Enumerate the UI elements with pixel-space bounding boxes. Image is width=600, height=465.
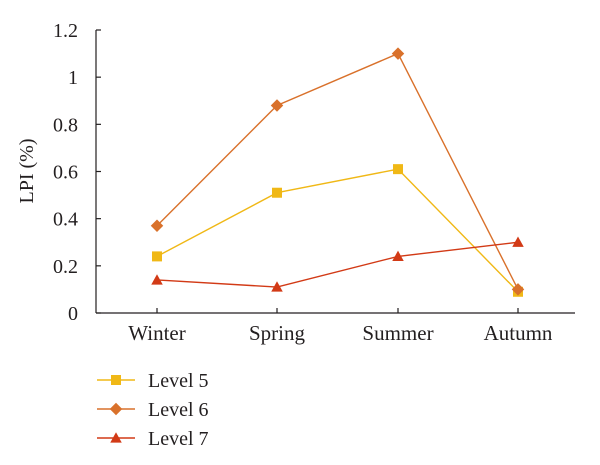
- y-tick-label: 0.8: [53, 114, 78, 136]
- triangle-marker: [271, 281, 283, 292]
- legend-item: Level 7: [97, 428, 209, 450]
- diamond-marker: [511, 283, 525, 296]
- series-line: [156, 241, 519, 288]
- series-2: [150, 47, 525, 296]
- series-line: [156, 52, 519, 290]
- triangle-marker: [392, 250, 404, 261]
- y-tick-label: 1: [68, 67, 78, 89]
- legend-item: Level 6: [97, 399, 209, 421]
- y-tick-label: 0.4: [53, 209, 78, 231]
- square-marker: [272, 187, 282, 198]
- y-tick-label: 0.6: [53, 162, 78, 184]
- series-3: [151, 236, 524, 292]
- square-marker: [152, 251, 162, 262]
- series-layer: [150, 47, 525, 297]
- diamond-marker: [109, 402, 123, 416]
- legend-label: Level 6: [148, 399, 209, 421]
- tick-labels: 0 0.2 0.4 0.6 0.8 1 1.2 Winter Spring Summer Autum…: [53, 20, 553, 345]
- legend-label: Level 5: [148, 370, 209, 392]
- diamond-marker: [150, 219, 164, 232]
- x-tick-label: Autumn: [484, 321, 553, 345]
- y-tick-label: 0.2: [53, 256, 78, 278]
- x-tick-label: Spring: [249, 321, 306, 345]
- square-marker: [393, 164, 403, 175]
- triangle-marker: [512, 236, 524, 247]
- y-axis-label: LPI (%): [16, 139, 38, 204]
- diamond-marker: [391, 47, 405, 60]
- y-tick-label: 0: [68, 303, 78, 325]
- legend-item: Level 5: [97, 370, 209, 392]
- x-tick-label: Summer: [362, 321, 433, 345]
- axes: [95, 29, 575, 314]
- triangle-marker: [151, 274, 163, 285]
- series-1: [152, 164, 523, 297]
- diamond-marker: [270, 99, 284, 112]
- x-tick-label: Winter: [128, 321, 185, 345]
- y-tick-label: 1.2: [53, 20, 78, 42]
- legend-label: Level 7: [148, 428, 209, 450]
- triangle-marker: [110, 432, 122, 443]
- square-marker: [111, 375, 121, 385]
- legend: Level 5 Level 6 Level 7: [97, 370, 209, 450]
- series-line: [156, 168, 519, 293]
